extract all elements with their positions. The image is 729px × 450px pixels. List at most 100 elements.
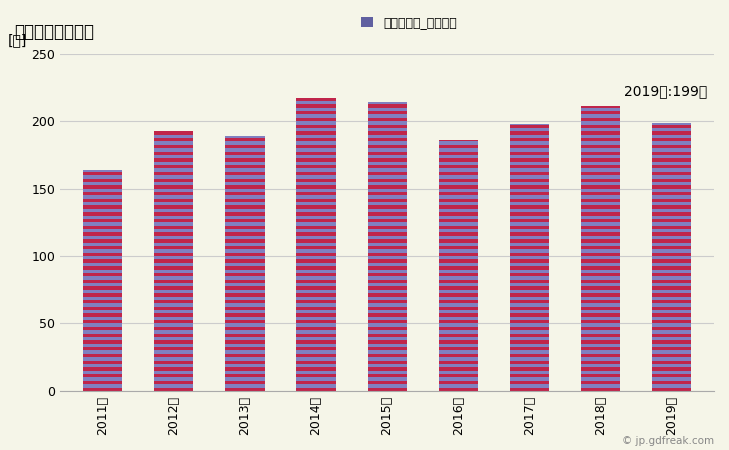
Bar: [367, 276, 407, 279]
Bar: [439, 279, 477, 283]
Bar: [367, 138, 407, 141]
Bar: [581, 138, 620, 141]
Bar: [297, 256, 335, 259]
Bar: [367, 263, 407, 266]
Bar: [652, 192, 691, 195]
Bar: [581, 106, 620, 108]
Bar: [367, 182, 407, 185]
Bar: [367, 233, 407, 236]
Bar: [510, 387, 549, 391]
Bar: [83, 246, 122, 249]
Bar: [225, 222, 265, 226]
Bar: [83, 320, 122, 324]
Bar: [367, 121, 407, 125]
Bar: [83, 185, 122, 189]
Bar: [439, 283, 477, 286]
Bar: [439, 286, 477, 290]
Bar: [225, 273, 265, 276]
Bar: [581, 182, 620, 185]
Bar: [155, 239, 193, 243]
Bar: [367, 330, 407, 333]
Bar: [83, 286, 122, 290]
Bar: [652, 135, 691, 138]
Bar: [83, 384, 122, 387]
Bar: [297, 378, 335, 381]
Bar: [367, 344, 407, 347]
Bar: [155, 297, 193, 300]
Bar: [652, 347, 691, 351]
Bar: [510, 306, 549, 310]
Bar: [155, 310, 193, 313]
Bar: [297, 293, 335, 297]
Bar: [225, 367, 265, 371]
Bar: [297, 283, 335, 286]
Bar: [581, 273, 620, 276]
Bar: [510, 249, 549, 253]
Bar: [581, 226, 620, 229]
Bar: [581, 108, 620, 111]
Bar: [581, 266, 620, 270]
Bar: [581, 290, 620, 293]
Bar: [652, 236, 691, 239]
Bar: [652, 387, 691, 391]
Bar: [225, 374, 265, 378]
Bar: [297, 310, 335, 313]
Bar: [367, 303, 407, 306]
Bar: [652, 337, 691, 340]
Bar: [367, 354, 407, 357]
Bar: [297, 202, 335, 206]
Bar: [439, 371, 477, 374]
Bar: [155, 381, 193, 384]
Bar: [652, 324, 691, 327]
Bar: [581, 384, 620, 387]
Bar: [652, 246, 691, 249]
Bar: [297, 351, 335, 354]
Bar: [297, 195, 335, 199]
Bar: [225, 246, 265, 249]
Bar: [439, 158, 477, 162]
Bar: [581, 378, 620, 381]
Bar: [297, 212, 335, 216]
Bar: [510, 179, 549, 182]
Bar: [367, 236, 407, 239]
Bar: [367, 384, 407, 387]
Text: [棵]: [棵]: [8, 33, 27, 47]
Bar: [510, 351, 549, 354]
Bar: [83, 209, 122, 212]
Bar: [297, 162, 335, 165]
Bar: [439, 236, 477, 239]
Bar: [155, 273, 193, 276]
Bar: [155, 189, 193, 192]
Bar: [439, 162, 477, 165]
Bar: [297, 175, 335, 179]
Bar: [510, 354, 549, 357]
Bar: [652, 266, 691, 270]
Bar: [652, 249, 691, 253]
Bar: [439, 381, 477, 384]
Bar: [297, 286, 335, 290]
Bar: [581, 114, 620, 118]
Bar: [297, 189, 335, 192]
Bar: [510, 253, 549, 256]
Bar: [155, 216, 193, 219]
Bar: [581, 222, 620, 226]
Bar: [652, 306, 691, 310]
Bar: [439, 175, 477, 179]
Bar: [83, 378, 122, 381]
Bar: [439, 243, 477, 246]
Bar: [652, 313, 691, 317]
Bar: [83, 179, 122, 182]
Bar: [510, 131, 549, 135]
Bar: [581, 206, 620, 209]
Bar: [439, 165, 477, 168]
Bar: [652, 125, 691, 128]
Bar: [297, 206, 335, 209]
Bar: [83, 266, 122, 270]
Bar: [652, 344, 691, 347]
Bar: [652, 273, 691, 276]
Bar: [652, 141, 691, 145]
Bar: [297, 243, 335, 246]
Bar: [439, 387, 477, 391]
Bar: [652, 209, 691, 212]
Bar: [510, 182, 549, 185]
